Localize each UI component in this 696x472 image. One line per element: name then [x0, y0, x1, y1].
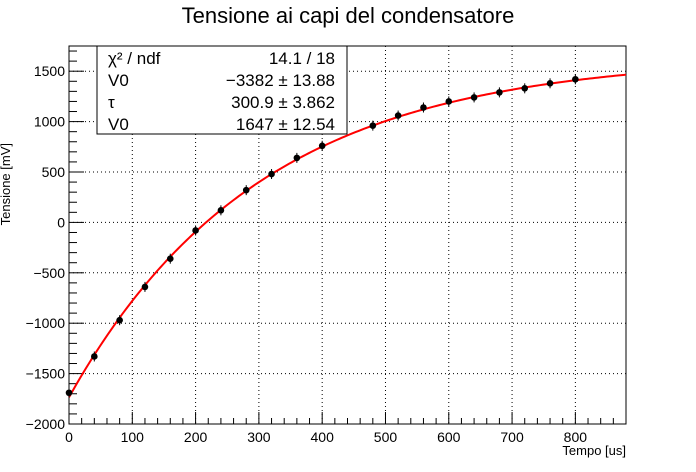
data-point: [470, 92, 478, 103]
data-point: [521, 83, 529, 94]
data-point: [572, 74, 579, 85]
x-tick-label: 0: [65, 429, 73, 445]
y-tick-label: −1500: [26, 366, 66, 382]
data-point-marker: [445, 98, 453, 105]
chart-title: Tensione ai capi del condensatore: [182, 3, 515, 28]
data-point: [369, 120, 377, 131]
data-point-marker: [496, 89, 503, 96]
data-point-marker: [217, 207, 225, 214]
data-point: [192, 225, 199, 236]
data-point-marker: [293, 154, 301, 162]
y-tick-label: −500: [33, 265, 65, 281]
x-tick-label: 300: [247, 429, 271, 445]
data-point: [116, 315, 123, 326]
data-point-marker: [268, 170, 275, 178]
y-tick-label: 0: [57, 214, 65, 230]
y-tick-label: −2000: [26, 416, 66, 432]
data-point: [141, 281, 149, 292]
x-tick-label: 700: [500, 429, 524, 445]
data-point-marker: [572, 75, 579, 83]
data-point: [166, 253, 174, 264]
axis-ticks: [68, 50, 627, 425]
stats-box-frame: [96, 45, 348, 135]
data-points: [65, 74, 579, 398]
y-axis-title: Tensione [mV]: [0, 143, 13, 225]
data-point: [445, 96, 453, 107]
data-point: [318, 140, 326, 151]
x-axis-title: Tempo [us]: [562, 443, 626, 458]
fit-curve: [68, 73, 627, 398]
y-tick-labels: −2000 −1500 −1000 −500 0 500 1000 1500: [26, 63, 66, 432]
stats-label-v0-2: V0: [108, 115, 129, 134]
stats-value-v0-2: 1647 ± 12.54: [236, 115, 335, 134]
data-point-marker: [470, 94, 478, 101]
stats-value-chi2: 14.1 / 18: [269, 49, 335, 68]
y-tick-label: 500: [42, 164, 66, 180]
data-point-marker: [521, 85, 529, 92]
data-point: [293, 152, 301, 163]
data-point-marker: [546, 79, 554, 87]
data-point: [242, 185, 250, 196]
x-tick-label: 500: [374, 429, 398, 445]
data-point-marker: [420, 104, 427, 111]
x-tick-label: 100: [121, 429, 145, 445]
stats-value-v0: −3382 ± 13.88: [226, 71, 335, 90]
data-point-marker: [369, 122, 377, 129]
data-point-marker: [192, 227, 199, 234]
y-tick-label: 1000: [34, 114, 65, 130]
stats-label-tau: τ: [108, 93, 115, 112]
data-point-marker: [166, 255, 174, 262]
stats-label-v0: V0: [108, 71, 129, 90]
data-point: [496, 87, 503, 98]
fit-layer: [68, 73, 627, 398]
x-tick-label: 800: [564, 429, 588, 445]
data-point: [268, 169, 275, 180]
x-tick-label: 200: [184, 429, 208, 445]
stats-box: χ² / ndf 14.1 / 18 V0 −3382 ± 13.88 τ 30…: [96, 45, 348, 135]
data-point: [91, 351, 98, 362]
y-tick-label: −1000: [26, 315, 66, 331]
data-point-marker: [91, 353, 98, 360]
data-point-marker: [141, 283, 149, 291]
x-tick-labels: 0 100 200 300 400 500 600 700 800: [65, 429, 587, 445]
data-point: [217, 205, 225, 216]
data-point-marker: [116, 316, 123, 324]
data-point: [420, 102, 427, 113]
data-point-marker: [394, 112, 402, 119]
data-point: [546, 78, 554, 89]
y-tick-label: 1500: [34, 63, 65, 79]
stats-value-tau: 300.9 ± 3.862: [231, 93, 335, 112]
stats-label-chi2: χ² / ndf: [108, 49, 161, 68]
x-tick-label: 600: [437, 429, 461, 445]
x-tick-label: 400: [311, 429, 335, 445]
data-point: [65, 387, 73, 398]
data-point-marker: [318, 142, 326, 150]
data-point: [394, 110, 402, 121]
data-point-marker: [242, 186, 250, 194]
data-point-marker: [65, 389, 73, 397]
